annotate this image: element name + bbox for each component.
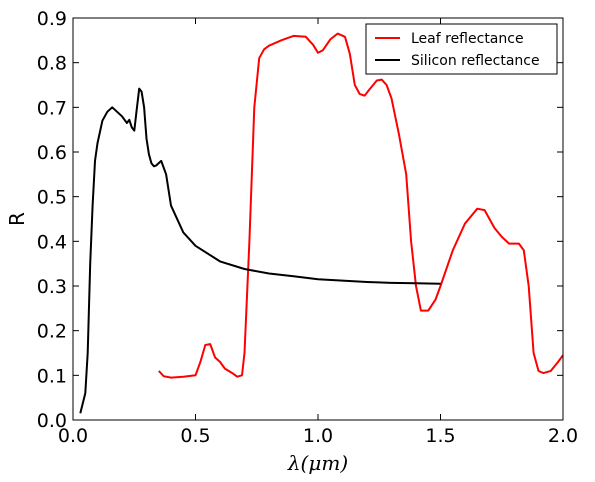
y-tick-label: 0.3 (37, 276, 67, 298)
y-tick-label: 0.1 (37, 365, 67, 387)
series-layer (79, 32, 564, 414)
series-line-silicon-reflectance (79, 87, 441, 414)
legend: Leaf reflectance Silicon reflectance (365, 23, 558, 75)
y-tick-label: 0.8 (37, 53, 67, 75)
y-tick-label: 0.5 (37, 187, 67, 209)
y-tick-label: 0.0 (37, 410, 67, 432)
legend-label-leaf: Leaf reflectance (411, 31, 524, 47)
legend-box (365, 23, 558, 75)
y-tick-label: 0.9 (37, 8, 67, 30)
ticks-layer: 0.0 0.5 1.0 1.5 2.0 0.0 0.1 0.2 0.3 0.4 0.5 0.6 0.7 0… (37, 8, 578, 447)
x-tick-label: 1.0 (303, 425, 333, 447)
x-tick-label: 0.5 (180, 425, 210, 447)
x-tick-label: 2.0 (548, 425, 578, 447)
y-tick-label: 0.2 (37, 321, 67, 343)
x-tick-label: 1.5 (425, 425, 455, 447)
series-line-leaf-reflectance (158, 32, 564, 379)
y-tick-label: 0.6 (37, 142, 67, 164)
x-tick-label: 0.0 (58, 425, 88, 447)
x-axis-label: λ(μm) (287, 451, 348, 475)
y-tick-label: 0.4 (37, 231, 67, 253)
legend-label-silicon: Silicon reflectance (411, 53, 540, 69)
y-axis-label: R (5, 212, 29, 226)
y-tick-label: 0.7 (37, 97, 67, 119)
